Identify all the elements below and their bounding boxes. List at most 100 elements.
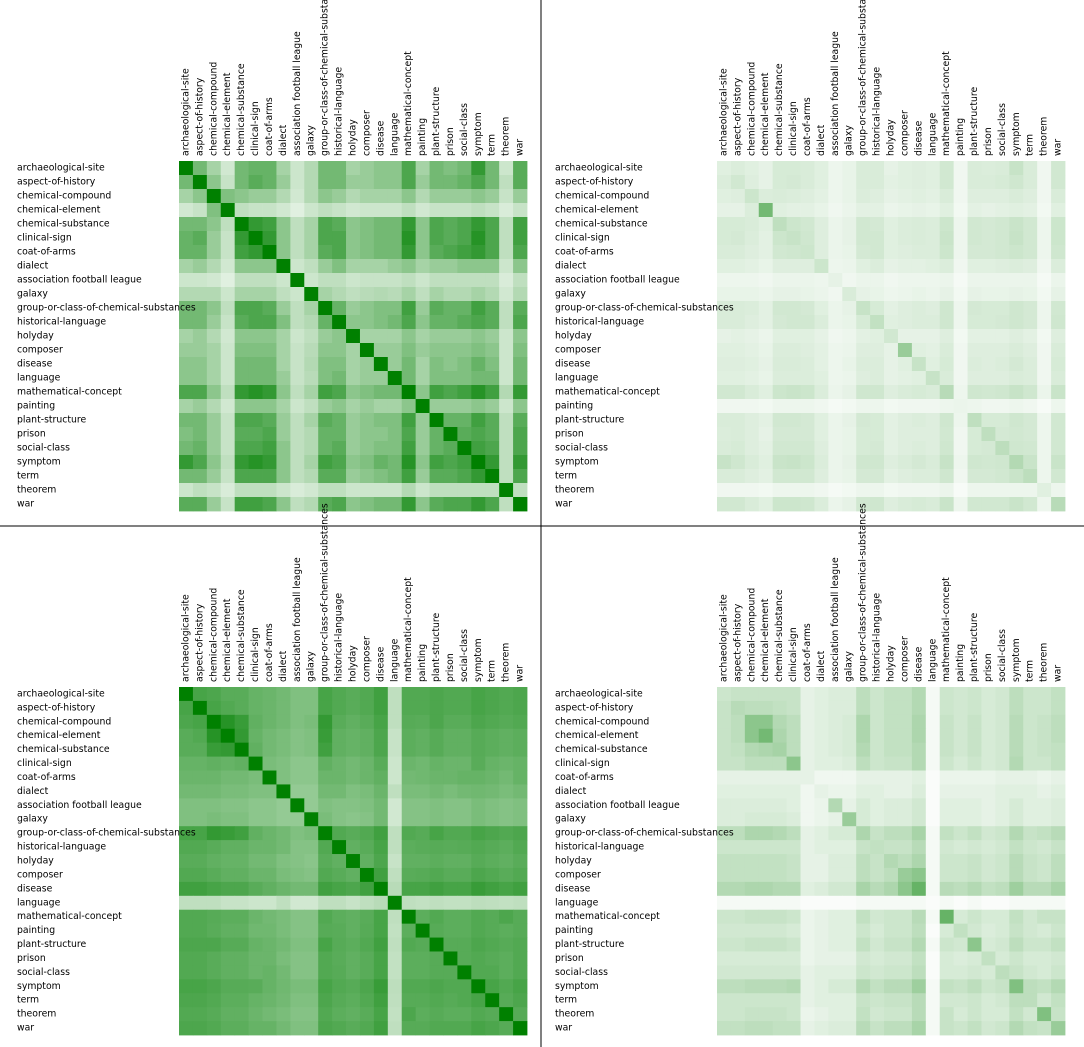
heatmap-cell — [318, 895, 333, 911]
heatmap-cell — [220, 273, 236, 288]
heatmap-cell — [744, 357, 760, 372]
heatmap-cell — [373, 357, 389, 372]
heatmap-cell — [359, 329, 375, 344]
heatmap-cell — [772, 742, 787, 757]
heatmap-cell — [884, 714, 899, 730]
heatmap-cell — [967, 826, 982, 841]
heatmap-cell — [772, 357, 787, 372]
heatmap-cell — [925, 273, 941, 288]
heatmap-cell — [276, 287, 291, 302]
heatmap-cell — [457, 687, 472, 702]
heatmap-cell — [262, 441, 277, 456]
heatmap-cell — [318, 854, 333, 869]
heatmap-cell — [262, 245, 277, 260]
heatmap-cell — [387, 245, 403, 260]
heatmap-cell — [248, 203, 263, 218]
heatmap-cell — [513, 937, 528, 952]
heatmap-cell — [1051, 1007, 1066, 1022]
column-label: historical-language — [872, 593, 883, 682]
heatmap-cell — [346, 455, 361, 470]
heatmap-cell — [981, 343, 996, 358]
heatmap-cell — [842, 273, 857, 288]
heatmap-cell — [415, 427, 430, 442]
heatmap-cell — [842, 714, 857, 730]
heatmap-cell — [884, 881, 899, 897]
heatmap-cell — [206, 1007, 222, 1022]
heatmap-cell — [387, 687, 403, 702]
column-label: painting — [417, 644, 428, 682]
heatmap-cell — [248, 1007, 263, 1022]
heatmap-cell — [373, 245, 389, 260]
heatmap-cell — [744, 937, 760, 952]
heatmap-cell — [179, 413, 194, 428]
heatmap-cell — [772, 979, 787, 994]
heatmap-cell — [744, 965, 760, 980]
heatmap-cell — [1023, 937, 1038, 952]
heatmap-cell — [800, 895, 815, 911]
heatmap-cell — [276, 742, 291, 757]
heatmap-cell — [206, 259, 222, 274]
heatmap-cell — [234, 455, 249, 470]
heatmap-cell — [800, 427, 815, 442]
row-label: theorem — [17, 1009, 56, 1020]
heatmap-cell — [387, 867, 403, 883]
heatmap-cell — [842, 867, 857, 883]
heatmap-cell — [1037, 385, 1052, 400]
heatmap-cell — [192, 175, 208, 190]
heatmap-cell — [485, 756, 500, 771]
heatmap-cell — [717, 343, 732, 358]
heatmap-cell — [925, 993, 941, 1008]
heatmap-cell — [800, 798, 815, 813]
heatmap-cell — [1051, 714, 1066, 730]
heatmap-cell — [429, 798, 444, 813]
heatmap-cell — [717, 812, 732, 827]
heatmap-cell — [429, 259, 444, 274]
heatmap-cell — [346, 273, 361, 288]
heatmap-cell — [387, 812, 403, 827]
heatmap-cell — [967, 923, 982, 938]
heatmap-cell — [856, 881, 871, 897]
row-label: group-or-class-of-chemical-substances — [17, 828, 196, 839]
heatmap-cell — [856, 909, 871, 925]
heatmap-cell — [884, 798, 899, 813]
heatmap-cell — [1037, 965, 1052, 980]
heatmap-cell — [842, 259, 857, 274]
heatmap-cell — [744, 770, 760, 785]
heatmap-cell — [800, 161, 815, 176]
heatmap-cell — [772, 315, 787, 330]
heatmap-cell — [856, 798, 871, 813]
heatmap-cell — [925, 951, 941, 966]
heatmap-cell — [925, 399, 941, 414]
heatmap-cell — [457, 441, 472, 456]
heatmap-cell — [800, 231, 815, 246]
heatmap-cell — [939, 923, 955, 938]
heatmap-cell — [318, 315, 333, 330]
heatmap-cell — [304, 1021, 319, 1036]
heatmap-cell — [1051, 161, 1066, 176]
heatmap-cell — [1023, 812, 1038, 827]
heatmap-cell — [359, 273, 375, 288]
heatmap-cell — [981, 867, 996, 883]
heatmap-cell — [318, 399, 333, 414]
column-label: disease — [375, 120, 386, 156]
heatmap-cell — [800, 189, 815, 204]
heatmap-cell — [262, 217, 277, 232]
heatmap-cell — [870, 203, 885, 218]
heatmap-cell — [429, 951, 444, 966]
heatmap-cell — [485, 867, 500, 883]
heatmap-cell — [401, 895, 417, 911]
heatmap-cell — [248, 259, 263, 274]
heatmap-cell — [304, 1007, 319, 1022]
heatmap-cell — [332, 728, 347, 744]
heatmap-cell — [290, 937, 305, 952]
heatmap-cell — [206, 895, 222, 911]
heatmap-cell — [179, 840, 194, 855]
heatmap-cell — [1051, 203, 1066, 218]
heatmap-cell — [730, 714, 746, 730]
heatmap-cell — [387, 854, 403, 869]
heatmap-cell — [192, 728, 208, 744]
heatmap-cell — [387, 798, 403, 813]
heatmap-cell — [939, 329, 955, 344]
heatmap-cell — [290, 909, 305, 925]
heatmap-cell — [192, 770, 208, 785]
